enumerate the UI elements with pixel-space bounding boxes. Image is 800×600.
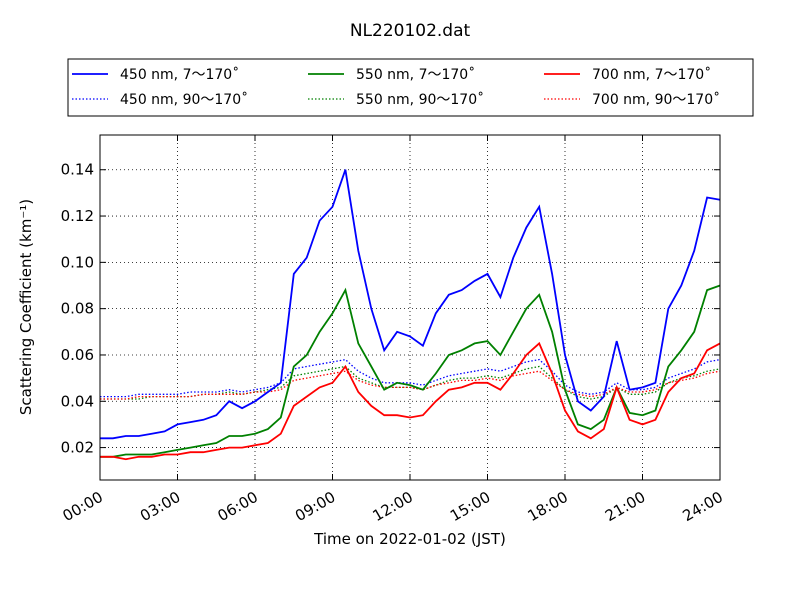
y-tick-label: 0.08 [61,300,94,318]
legend-label: 450 nm, 7～170˚ [120,66,239,83]
legend-label: 550 nm, 90～170˚ [356,91,484,108]
y-tick-label: 0.14 [61,161,94,179]
legend-box [67,58,754,117]
x-axis-label: Time on 2022-01-02 (JST) [313,530,506,548]
plot-frame [99,134,721,481]
legend-label: 700 nm, 7～170˚ [592,66,711,83]
series-line [100,169,721,440]
legend-label: 450 nm, 90～170˚ [120,91,248,108]
legend-label: 550 nm, 7～170˚ [356,66,475,83]
y-axis-label: Scattering Coefficient (km⁻¹) [17,199,35,415]
y-tick-label: 0.12 [61,207,94,225]
series-line [100,370,721,400]
legend-label: 700 nm, 90～170˚ [592,91,720,108]
y-tick-label: 0.10 [61,253,94,271]
chart-title: NL220102.dat [350,21,471,41]
series-line [100,358,721,398]
series-line [100,341,721,461]
y-tick-label: 0.02 [61,439,94,457]
y-tick-label: 0.06 [61,346,94,364]
y-tick-label: 0.04 [61,392,94,410]
